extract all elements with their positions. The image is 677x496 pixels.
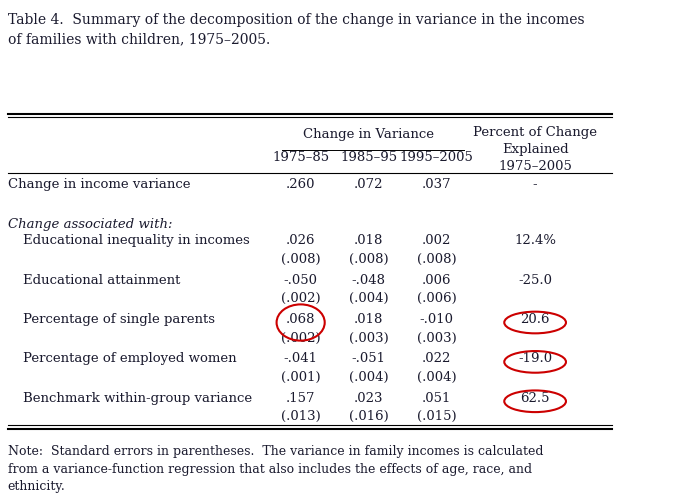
Text: (.004): (.004) [349,292,389,305]
Text: 20.6: 20.6 [521,313,550,326]
Text: Percent of Change
Explained
1975–2005: Percent of Change Explained 1975–2005 [473,126,597,173]
Text: (.003): (.003) [416,331,456,345]
Text: (.013): (.013) [281,410,320,423]
Text: (.004): (.004) [416,371,456,384]
Text: 62.5: 62.5 [521,392,550,405]
Text: (.008): (.008) [281,253,320,266]
Text: .051: .051 [422,392,451,405]
Text: Note:  Standard errors in parentheses.  The variance in family incomes is calcul: Note: Standard errors in parentheses. Th… [7,445,543,493]
Text: .018: .018 [354,313,383,326]
Text: .018: .018 [354,234,383,248]
Text: Benchmark within-group variance: Benchmark within-group variance [23,392,252,405]
Text: (.008): (.008) [349,253,389,266]
Text: -19.0: -19.0 [518,353,552,366]
Text: -.050: -.050 [284,274,318,287]
Text: Educational inequality in incomes: Educational inequality in incomes [23,234,250,248]
Text: -.051: -.051 [351,353,385,366]
Text: Percentage of employed women: Percentage of employed women [23,353,236,366]
Text: .068: .068 [286,313,315,326]
Text: .006: .006 [422,274,451,287]
Text: .026: .026 [286,234,315,248]
Text: 1985–95: 1985–95 [340,151,397,164]
Text: .037: .037 [422,179,451,191]
Text: .260: .260 [286,179,315,191]
Text: (.015): (.015) [416,410,456,423]
Text: Educational attainment: Educational attainment [23,274,180,287]
Text: -: - [533,179,538,191]
Text: -.041: -.041 [284,353,318,366]
Text: (.006): (.006) [416,292,456,305]
Text: Table 4.  Summary of the decomposition of the change in variance in the incomes
: Table 4. Summary of the decomposition of… [7,13,584,46]
Text: (.003): (.003) [349,331,389,345]
Text: (.002): (.002) [281,292,320,305]
Text: -25.0: -25.0 [518,274,552,287]
Text: .023: .023 [354,392,383,405]
Text: .157: .157 [286,392,315,405]
Text: Percentage of single parents: Percentage of single parents [23,313,215,326]
Text: -.048: -.048 [351,274,385,287]
Text: .002: .002 [422,234,451,248]
Text: Change in Variance: Change in Variance [303,128,434,141]
Text: (.001): (.001) [281,371,320,384]
Text: (.004): (.004) [349,371,389,384]
Text: 1975–85: 1975–85 [272,151,329,164]
Text: Change associated with:: Change associated with: [7,218,172,231]
Text: 12.4%: 12.4% [514,234,556,248]
Text: .022: .022 [422,353,451,366]
Text: -.010: -.010 [419,313,454,326]
Text: (.008): (.008) [416,253,456,266]
Text: (.002): (.002) [281,331,320,345]
Text: (.016): (.016) [349,410,389,423]
Text: .072: .072 [354,179,383,191]
Text: Change in income variance: Change in income variance [7,179,190,191]
Text: 1995–2005: 1995–2005 [399,151,473,164]
